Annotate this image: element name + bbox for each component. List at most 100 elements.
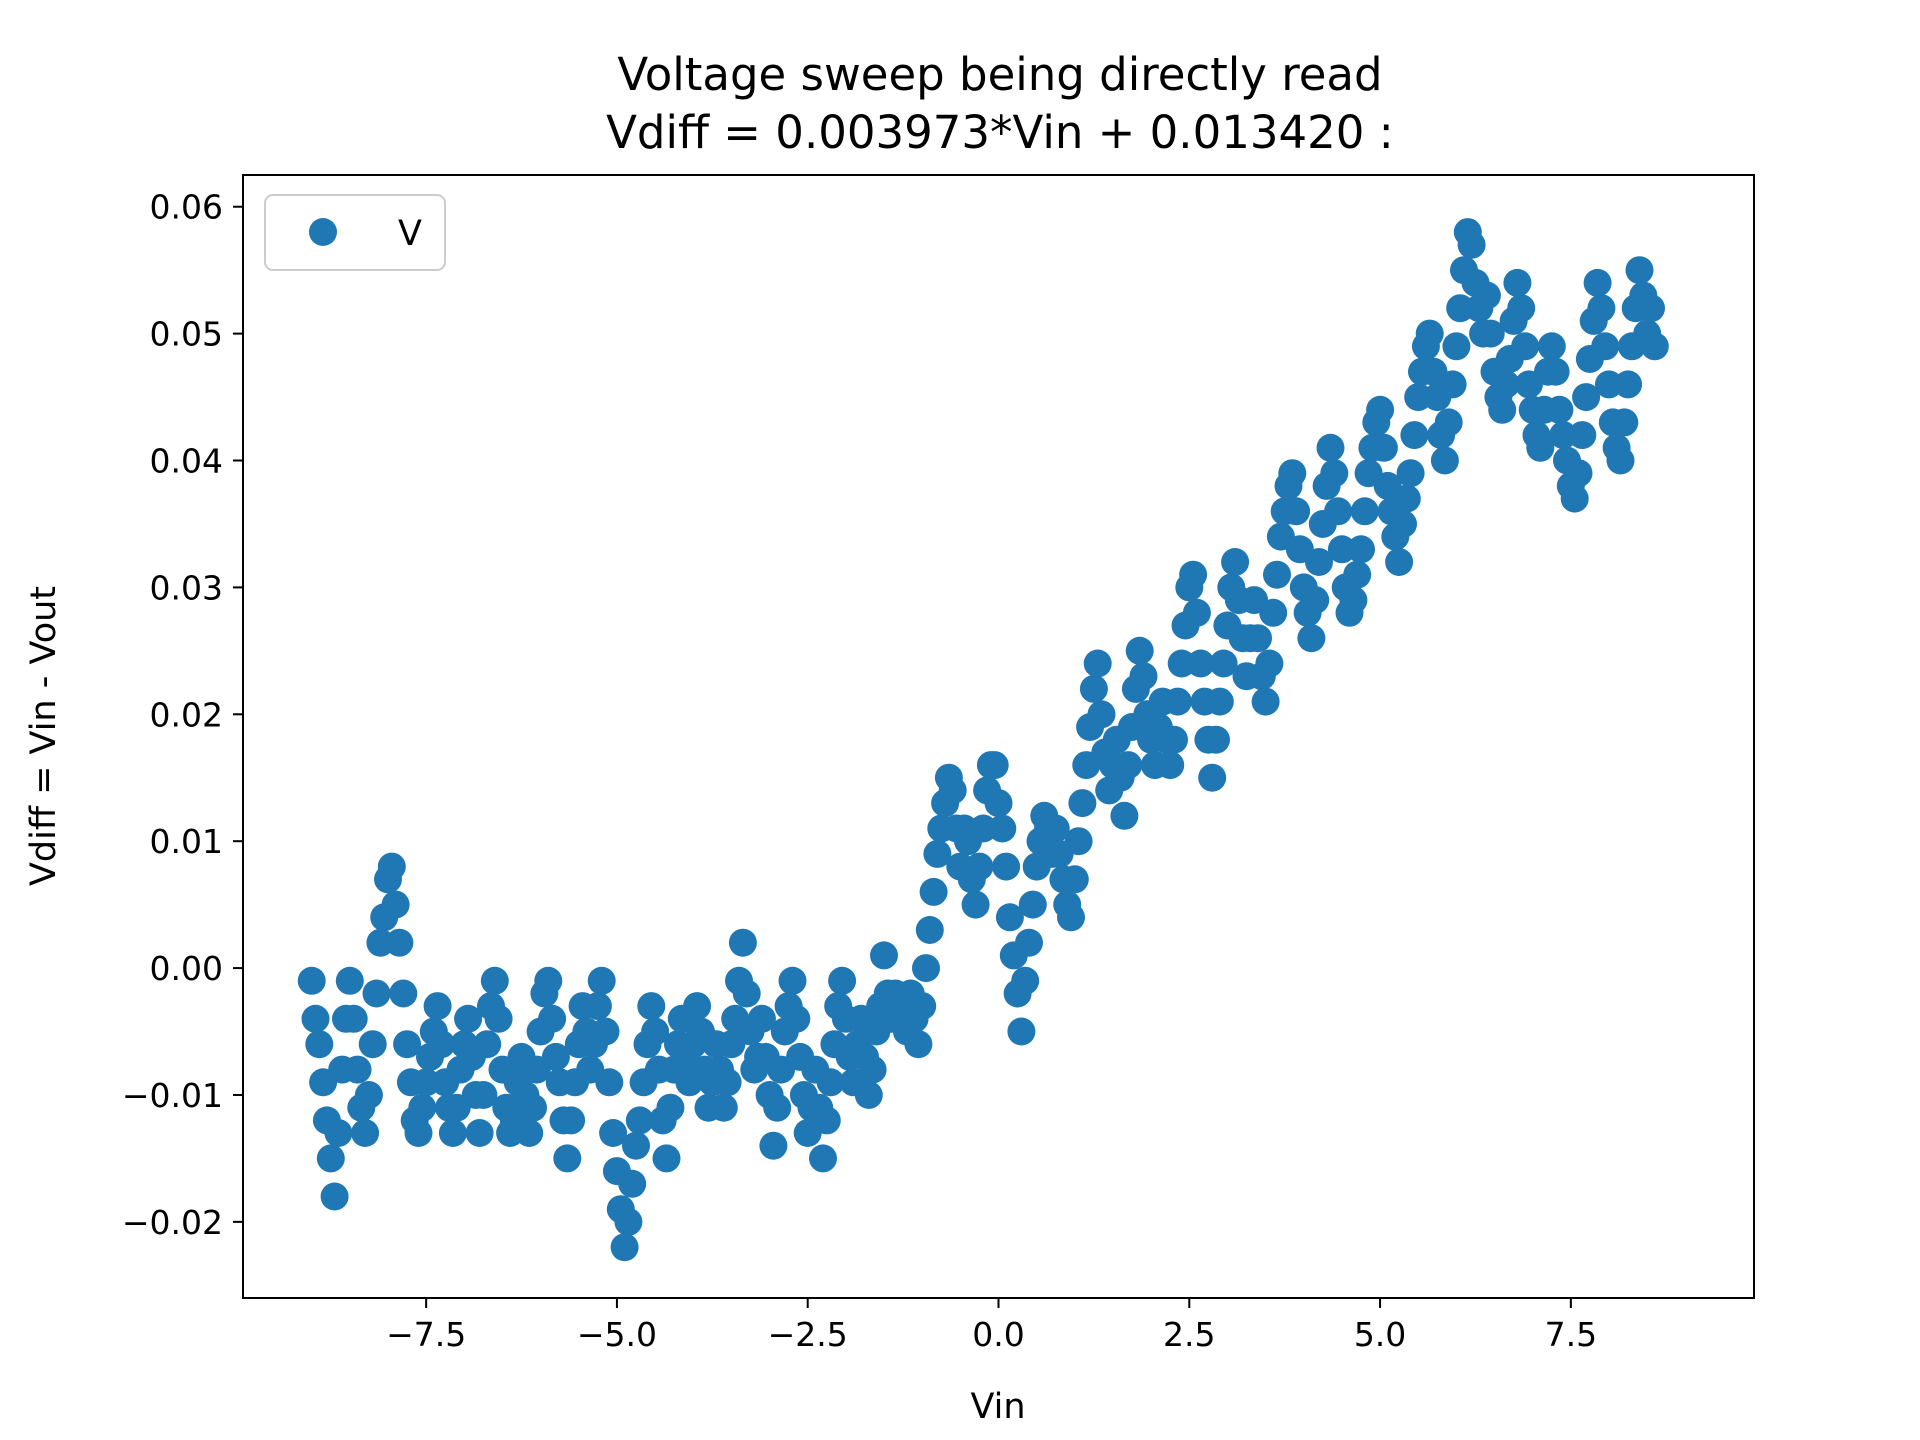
legend-marker — [309, 218, 337, 246]
data-point — [965, 852, 994, 881]
data-point — [614, 1207, 643, 1236]
data-point — [1068, 789, 1097, 818]
data-point — [1110, 801, 1139, 830]
data-point — [1305, 548, 1333, 576]
data-point — [1640, 332, 1669, 361]
data-point — [427, 1030, 456, 1059]
legend: V — [264, 194, 446, 271]
data-point — [870, 941, 898, 970]
data-point — [1251, 687, 1280, 716]
data-point — [358, 1030, 387, 1059]
data-point — [1011, 966, 1040, 995]
data-point — [961, 890, 990, 919]
data-point — [1369, 433, 1398, 462]
data-point — [362, 979, 391, 1008]
data-point — [343, 1055, 372, 1084]
data-point — [1202, 725, 1230, 754]
data-point — [656, 1093, 685, 1122]
x-axis-label: Vin — [970, 1387, 1025, 1427]
data-point — [652, 1144, 681, 1173]
data-point — [354, 1081, 383, 1109]
data-point — [854, 1081, 883, 1109]
data-points — [297, 218, 1669, 1262]
data-point — [1057, 903, 1085, 932]
data-point — [1430, 446, 1459, 475]
data-point — [1476, 319, 1505, 348]
data-point — [1438, 370, 1467, 399]
data-point — [1179, 560, 1208, 589]
x-tick-label: 7.5 — [1545, 1315, 1597, 1354]
data-point — [732, 979, 761, 1008]
data-point — [1511, 332, 1540, 361]
data-point — [534, 966, 563, 995]
chart-title-line-1: Voltage sweep being directly read — [617, 48, 1382, 101]
data-point — [335, 966, 364, 995]
data-point — [519, 1093, 547, 1122]
data-point — [385, 928, 414, 957]
data-point — [782, 1004, 811, 1033]
data-point — [1572, 383, 1601, 412]
x-tick-label: −7.5 — [386, 1315, 466, 1354]
y-tick-label: −0.01 — [122, 1076, 223, 1115]
data-point — [1278, 459, 1307, 488]
data-point — [393, 1030, 422, 1059]
data-point — [480, 966, 509, 995]
data-point — [591, 1017, 620, 1046]
data-point — [988, 814, 1017, 843]
data-point — [809, 1144, 837, 1173]
data-point — [1392, 484, 1421, 513]
data-point — [557, 1106, 586, 1135]
data-point — [759, 1131, 788, 1160]
data-point — [1198, 763, 1227, 792]
data-point — [1625, 256, 1654, 285]
data-point — [438, 1119, 467, 1147]
data-point — [339, 1004, 368, 1033]
data-point — [1537, 332, 1566, 361]
data-point — [423, 992, 452, 1021]
data-point — [1160, 725, 1188, 754]
data-point — [763, 1093, 792, 1122]
data-point — [1366, 395, 1395, 424]
y-tick-label: 0.06 — [150, 188, 223, 227]
data-point — [1526, 433, 1555, 462]
data-point — [297, 966, 326, 995]
data-point — [515, 1119, 544, 1147]
data-point — [1087, 700, 1116, 729]
data-point — [747, 1004, 776, 1033]
data-point — [1606, 446, 1635, 475]
data-point — [305, 1030, 334, 1059]
data-point — [1221, 548, 1250, 576]
data-point — [1114, 751, 1143, 780]
data-point — [1488, 395, 1517, 424]
x-tick-label: 0.0 — [972, 1315, 1024, 1354]
data-point — [1339, 586, 1368, 615]
data-point — [618, 1169, 647, 1198]
data-point — [1324, 497, 1353, 526]
data-point — [473, 1030, 502, 1059]
data-point — [980, 751, 1009, 780]
legend-box — [264, 194, 446, 271]
data-point — [1614, 370, 1643, 399]
data-point — [1434, 408, 1463, 437]
data-point — [1442, 332, 1471, 361]
data-point — [637, 992, 666, 1021]
data-point — [1503, 268, 1532, 297]
data-point — [301, 1004, 330, 1033]
data-point — [316, 1144, 345, 1173]
data-point — [1472, 281, 1501, 310]
x-axis: −7.5 −5.0 −2.5 0.0 2.5 5.0 7.5 — [386, 1298, 1597, 1354]
data-point — [1301, 586, 1330, 615]
data-point — [1587, 294, 1616, 323]
x-tick-label: 5.0 — [1354, 1315, 1406, 1354]
data-point — [1350, 497, 1379, 526]
data-point — [995, 903, 1024, 932]
data-point — [1545, 395, 1574, 424]
data-point — [1415, 319, 1444, 348]
data-point — [377, 852, 406, 881]
data-point — [1610, 408, 1639, 437]
data-point — [1568, 421, 1597, 450]
y-tick-label: 0.02 — [150, 695, 223, 734]
legend-label: V — [398, 214, 422, 254]
data-point — [1507, 294, 1536, 323]
